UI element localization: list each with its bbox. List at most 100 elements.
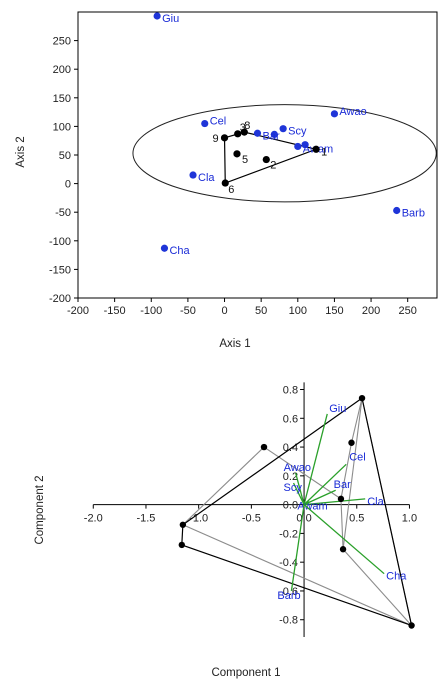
y-tick-label-2: 0.2	[283, 471, 298, 483]
component-point	[260, 443, 268, 451]
x-tick-label-2: -1.5	[136, 513, 155, 525]
component-point	[348, 439, 355, 446]
component-point	[178, 541, 186, 549]
score-point	[262, 155, 270, 164]
loading-label: Awam	[297, 501, 327, 513]
x-tick-label-1: -100	[140, 305, 162, 317]
gray-link	[263, 446, 342, 500]
variable-point	[160, 244, 169, 252]
loading-label: Scy	[284, 482, 303, 494]
score-point	[221, 179, 229, 187]
variable-point	[393, 206, 401, 215]
component-point	[358, 394, 366, 402]
variable-label: Barb	[402, 207, 425, 219]
x-tick-label-1: -150	[104, 305, 126, 317]
x-tick-label-1: 100	[289, 305, 307, 317]
y-tick-label-1: -200	[49, 293, 71, 305]
variable-label: Bar	[263, 130, 280, 142]
loading-label: Barb	[277, 590, 300, 602]
x-tick-label-1: 250	[399, 305, 417, 317]
chart-2: -2.0 -1.5 -1.0 -0.5 0.0 0.5 1.00.80.60.40.20.0…	[34, 382, 417, 679]
variable-label: Cel	[210, 116, 227, 128]
variable-point	[189, 171, 197, 179]
x-tick-label-2: -1.0	[189, 513, 208, 525]
score-point	[220, 134, 229, 142]
score-point	[233, 150, 241, 158]
gray-link	[182, 446, 265, 526]
variable-point	[301, 141, 309, 149]
y-tick-label-2: -0.4	[279, 557, 298, 569]
y-tick-label-1: 100	[53, 121, 71, 133]
loading-vector	[303, 501, 310, 506]
score-label: 6	[228, 184, 234, 196]
loadings: Giu Cel Awao Scy Bar Cla Awam Cha Barb	[277, 403, 407, 602]
gray-link	[342, 548, 412, 626]
x-tick-label-2: -2.0	[84, 513, 103, 525]
variable-label: Awao	[339, 106, 366, 118]
component-point	[408, 622, 415, 629]
loading-label: Awao	[284, 462, 311, 474]
score-point	[312, 145, 320, 153]
score-label: 8	[244, 120, 250, 132]
y-tick-label-2: -0.6	[279, 586, 298, 598]
variable-point	[294, 142, 302, 151]
component-point	[179, 521, 187, 528]
loading-label: Cla	[367, 496, 384, 508]
x-tick-label-2: 0.0	[296, 513, 311, 525]
gray-link	[350, 398, 363, 443]
score-point	[240, 128, 248, 136]
y-tick-label-1: -100	[49, 236, 71, 248]
variable-point	[153, 12, 161, 20]
y-tick-label-1: 250	[53, 36, 71, 48]
loading-label: Cha	[386, 571, 407, 583]
score-label: 9	[213, 133, 219, 145]
gray-link	[342, 398, 363, 550]
tick-group-1: -200 -150 -100 -50 0 50 100 150 200 250-200-150-1…	[49, 36, 417, 317]
gray-link	[340, 442, 353, 499]
marks-1: GiuCelClaChaAwaoScyBarAwamBarb1235689	[153, 12, 425, 257]
x-tick-label-1: -200	[67, 305, 89, 317]
x-tick-label-2: -0.5	[242, 513, 261, 525]
y-tick-label-1: -150	[49, 264, 71, 276]
loading-vector	[290, 504, 305, 592]
variable-label: Cla	[198, 172, 215, 184]
marks-2	[178, 394, 415, 629]
y-tick-label-1: 150	[53, 93, 71, 105]
y-tick-label-1: 50	[59, 150, 71, 162]
x-axis-label-2: Component 1	[211, 667, 280, 679]
loading-vector	[303, 413, 328, 505]
variable-label: Cha	[169, 245, 190, 257]
y-tick-label-2: -0.8	[279, 615, 298, 627]
loading-vector	[304, 498, 366, 506]
x-tick-label-1: 200	[362, 305, 380, 317]
plot-frame-1	[77, 11, 438, 299]
x-tick-label-1: 150	[325, 305, 343, 317]
loading-vector	[303, 463, 347, 506]
x-tick-label-1: 0	[221, 305, 227, 317]
score-label: 1	[321, 146, 327, 158]
loading-vector	[295, 472, 305, 505]
x-tick-label-1: 50	[255, 305, 267, 317]
y-tick-label-2: 0.0	[283, 500, 298, 512]
x-tick-label-1: -50	[180, 305, 196, 317]
variable-point	[330, 110, 339, 118]
y-tick-label-2: -0.2	[279, 528, 298, 540]
chart-1: -200 -150 -100 -50 0 50 100 150 200 250-200-150-1…	[15, 11, 438, 350]
score-point	[234, 130, 242, 138]
loading-label: Bar	[334, 479, 351, 491]
tick-group-2: -2.0 -1.5 -1.0 -0.5 0.0 0.5 1.00.80.60.40.20.0…	[84, 385, 417, 627]
variable-point	[201, 119, 209, 128]
confidence-ellipse	[132, 104, 437, 203]
y-tick-label-2: 0.8	[283, 385, 298, 397]
x-tick-label-2: 0.5	[349, 513, 364, 525]
variable-point	[270, 130, 278, 139]
component-point	[339, 546, 347, 553]
variable-label: Giu	[162, 13, 179, 25]
x-axis-label-1: Axis 1	[219, 338, 250, 350]
y-tick-label-1: -50	[55, 207, 71, 219]
gray-link	[182, 524, 412, 626]
loading-vector	[292, 482, 305, 505]
y-tick-label-1: 200	[53, 64, 71, 76]
loading-label: Cel	[349, 451, 366, 463]
y-tick-label-2: 0.6	[283, 413, 298, 425]
